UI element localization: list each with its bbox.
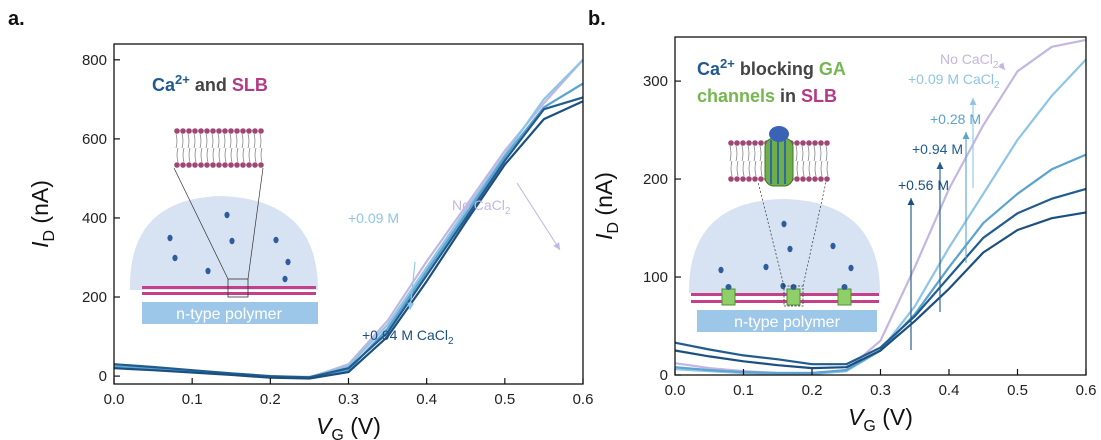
- lipid-bilayer: [174, 128, 264, 168]
- x-tick-label: 0.0: [104, 391, 125, 408]
- ga-channel: [721, 288, 736, 306]
- annotation-label: No CaCl2: [940, 51, 999, 71]
- membrane-line: [691, 300, 879, 303]
- annotation-label: +0.09 M: [348, 210, 399, 226]
- annotation-arrow: [516, 182, 561, 251]
- annotation-label: +0.28 M: [930, 111, 981, 127]
- inset-illustration: n-type polymer: [688, 126, 880, 332]
- annotation-arrowhead: [936, 162, 944, 169]
- inset-illustration: n-type polymer: [129, 128, 318, 324]
- ion-dot: [229, 237, 235, 245]
- series-line-4: [113, 100, 584, 380]
- membrane-line: [691, 293, 879, 296]
- y-tick-label: 400: [82, 210, 107, 227]
- ion-dot: [172, 254, 178, 262]
- series-line-3: [674, 187, 1087, 366]
- y-tick-label: 200: [82, 289, 107, 306]
- annotation-arrowhead: [962, 132, 970, 139]
- x-tick-label: 0.6: [573, 391, 594, 408]
- ion-dot: [790, 284, 797, 290]
- zoom-line: [757, 181, 785, 287]
- annotation-label: +0.94 M: [912, 141, 963, 157]
- annotation-label: +0.94 M CaCl2: [362, 327, 454, 347]
- panel-b: b. n-type polymer 0.0 0.1 0.2 0.3 0.4 0.5 0.6 0 10…: [588, 8, 1096, 435]
- annotation-label: +0.56 M: [898, 177, 949, 193]
- x-tick-label: 0.1: [733, 382, 754, 399]
- ion-dot: [780, 282, 786, 290]
- x-tick-label: 0.3: [870, 382, 891, 399]
- ion-dot: [224, 211, 230, 219]
- ion-dot: [787, 245, 793, 253]
- ga-channel: [837, 288, 852, 306]
- panel-title-line2: channels in SLB: [697, 86, 837, 106]
- ion-dot: [725, 284, 732, 290]
- y-axis-label: ID (nA): [591, 172, 622, 240]
- polymer-label: n-type polymer: [734, 314, 840, 331]
- bilayer-bg: [174, 128, 264, 168]
- x-tick-label: 0.4: [939, 382, 960, 399]
- ion-dot: [205, 267, 211, 275]
- membrane-line: [142, 292, 316, 295]
- electrolyte-dome: [129, 196, 318, 290]
- y-tick-label: 600: [82, 131, 107, 148]
- annotation-arrowhead: [907, 198, 915, 205]
- ion-dot: [718, 266, 724, 274]
- y-tick-label: 200: [643, 171, 668, 188]
- panel-title: Ca2+ blocking GA: [697, 56, 846, 79]
- panel-label: a.: [8, 8, 25, 30]
- x-tick-label: 0.5: [494, 391, 515, 408]
- ion-dot: [273, 236, 279, 244]
- y-tick-label: 800: [82, 52, 107, 69]
- zoom-line: [802, 181, 827, 287]
- electrolyte-dome: [688, 199, 880, 293]
- ion-dot: [167, 234, 173, 242]
- series-line-4: [674, 211, 1087, 370]
- zoom-box: [227, 278, 249, 298]
- annotation-arrowhead: [997, 62, 1005, 70]
- y-tick-label: 0: [660, 367, 668, 384]
- x-tick-label: 0.3: [338, 391, 359, 408]
- ion-dot: [781, 220, 787, 228]
- y-tick-label: 0: [99, 368, 107, 385]
- x-tick-label: 0.2: [260, 391, 281, 408]
- y-axis-label: ID (nA): [27, 180, 58, 248]
- ion-dot: [282, 275, 288, 283]
- annotation-arrowhead: [407, 302, 415, 310]
- panel-title: Ca2+ and SLB: [152, 72, 268, 95]
- x-tick-label: 0.4: [416, 391, 437, 408]
- annotation-arrow: [409, 261, 416, 311]
- ion-dot: [763, 263, 769, 271]
- polymer-label: n-type polymer: [176, 306, 282, 323]
- panel-a: a. n-type polymer 0.0 0.1 0.2 0.3 0.4 0.5 0.6 0 20…: [8, 8, 593, 440]
- annotation-arrowhead: [553, 242, 560, 250]
- membrane-line: [142, 286, 316, 289]
- zoom-box: [783, 285, 804, 307]
- lipid-bilayer: [728, 140, 830, 182]
- y-tick-label: 300: [643, 73, 668, 90]
- x-tick-label: 0.2: [802, 382, 823, 399]
- ion-dot: [830, 242, 836, 250]
- series-line-3: [113, 96, 584, 379]
- ca-blocker: [769, 126, 789, 142]
- annotation-label: +0.09 M CaCl2: [908, 71, 1000, 91]
- ion-dot: [848, 264, 854, 272]
- x-tick-label: 0.0: [665, 382, 686, 399]
- x-tick-label: 0.5: [1007, 382, 1028, 399]
- polymer-block: [697, 310, 877, 332]
- polymer-block: [142, 302, 318, 324]
- x-tick-label: 0.1: [182, 391, 203, 408]
- x-tick-label: 0.6: [1076, 382, 1097, 399]
- x-axis-label: VG (V): [316, 413, 381, 440]
- y-tick-label: 100: [643, 269, 668, 286]
- x-axis-label: VG (V): [848, 404, 913, 435]
- annotation-label: No CaCl2: [452, 197, 511, 217]
- ga-channel: [786, 288, 801, 306]
- ion-dot: [285, 258, 291, 266]
- annotation-arrowhead: [969, 98, 977, 105]
- panel-label: b.: [588, 8, 606, 30]
- zoom-line: [173, 167, 229, 280]
- ion-dot: [841, 284, 848, 290]
- zoom-line: [247, 167, 264, 280]
